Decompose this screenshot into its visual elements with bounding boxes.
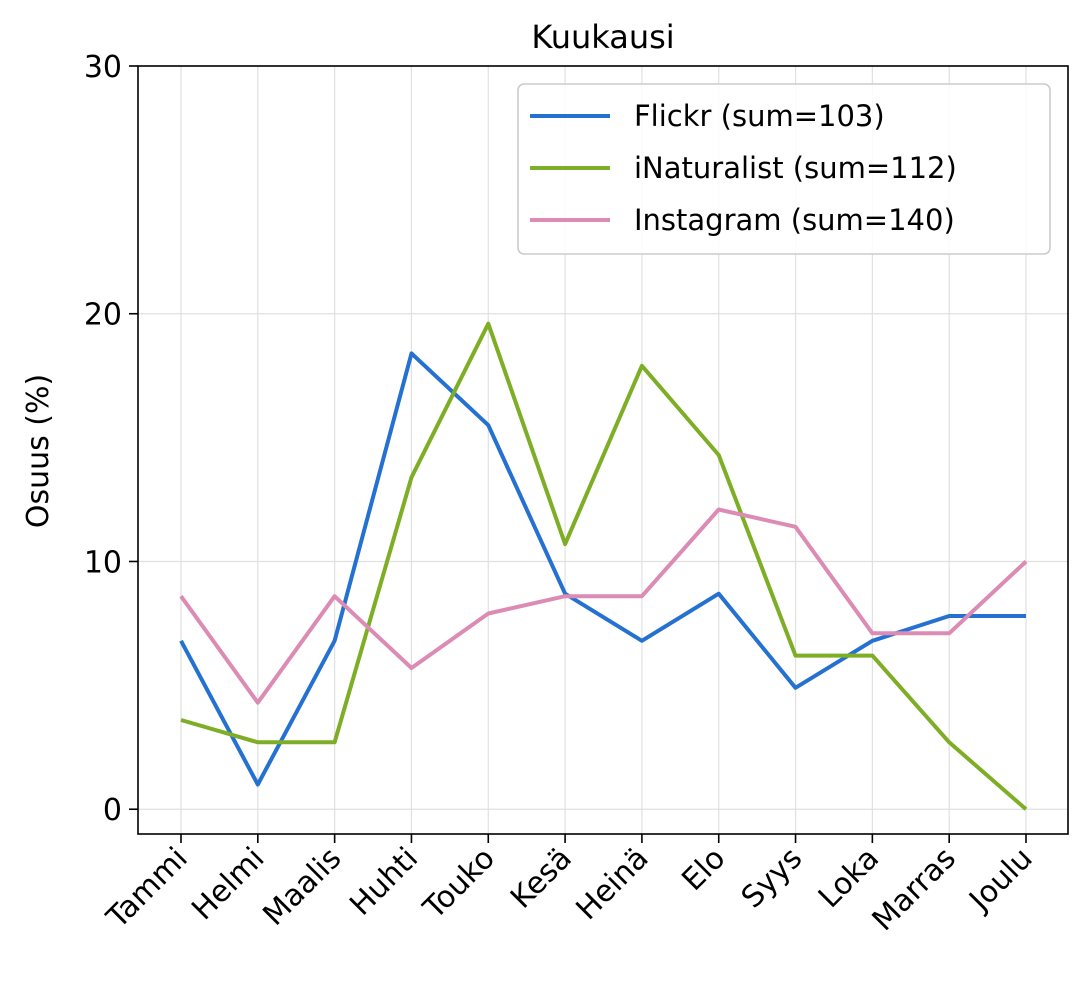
y-axis-label: Osuus (%) <box>21 374 56 528</box>
legend-label: iNaturalist (sum=112) <box>634 151 957 185</box>
x-tick-label: Joulu <box>961 841 1039 919</box>
x-tick-label: Huhti <box>343 841 425 923</box>
series-line-1 <box>179 351 1026 787</box>
series-line-2 <box>180 321 1028 811</box>
y-tick-label: 10 <box>84 545 122 580</box>
x-tick-label: Marras <box>866 841 963 938</box>
x-tick-label: Kesä <box>504 841 579 916</box>
y-tick-label: 20 <box>84 298 122 333</box>
y-tick-label: 30 <box>84 50 122 85</box>
legend-label: Instagram (sum=140) <box>634 203 955 237</box>
x-tick-label: Elo <box>675 841 732 898</box>
y-tick-label: 0 <box>103 793 122 828</box>
x-tick-label: Tammi <box>100 841 195 936</box>
chart-title: Kuukausi <box>531 18 674 56</box>
x-tick-label: Touko <box>416 841 502 927</box>
x-tick-label: Heinä <box>569 841 655 927</box>
x-tick-label: Helmi <box>185 841 271 927</box>
plot-area-frame <box>137 65 1069 835</box>
x-tick-label: Syys <box>735 841 809 915</box>
legend: Flickr (sum=103) iNaturalist (sum=112) Ins… <box>517 83 1051 255</box>
series-line-3 <box>179 507 1028 705</box>
series-lines <box>179 321 1028 811</box>
x-tick-label: Maalis <box>256 841 348 933</box>
legend-label: Flickr (sum=103) <box>634 99 885 133</box>
legend-box <box>517 83 1051 255</box>
